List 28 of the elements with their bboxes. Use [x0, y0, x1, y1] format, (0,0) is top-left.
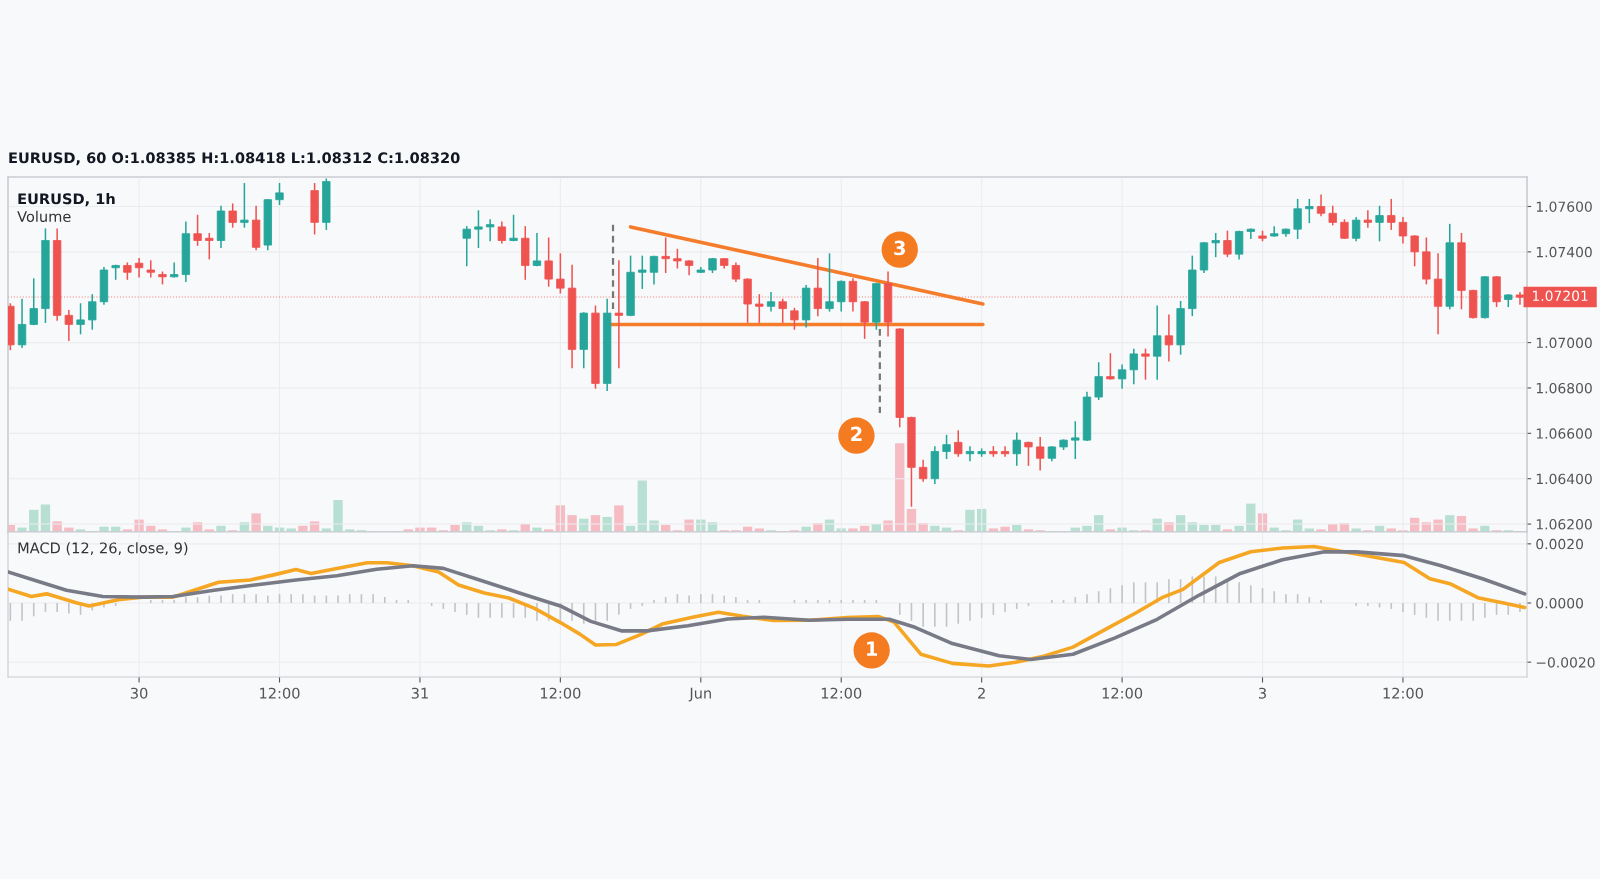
y-tick-label: 0.0020 [1536, 538, 1584, 550]
y-tick-label: 1.07000 [1536, 337, 1592, 349]
x-tick-label: 12:00 [260, 687, 300, 699]
annotation: EURUSD, 1h [18, 192, 115, 207]
y-tick-label: 1.06400 [1536, 473, 1592, 485]
x-tick-label: Jun [688, 687, 711, 702]
annotation: 2 [851, 426, 862, 441]
y-tick-label: 1.06600 [1536, 428, 1592, 439]
y-tick-label: −0.0020 [1536, 657, 1595, 668]
annotation: 1 [867, 641, 878, 656]
ref-line-label: 1.07201 [1532, 290, 1588, 302]
y-tick-label: 1.06200 [1536, 519, 1592, 530]
annotation: 3 [894, 240, 905, 256]
x-tick-label: 12:00 [540, 687, 581, 699]
y-tick-label: 0.0000 [1536, 597, 1584, 609]
text: MACD (12, 26, close, 9) [18, 542, 188, 556]
x-tick-label: 31 [411, 687, 428, 699]
x-tick-label: 3 [1258, 687, 1266, 699]
x-tick-label: 30 [130, 687, 148, 699]
chart-title: EURUSD, 60 O:1.08385 H:1.08418 L:1.08312 C:1.08320 [9, 152, 460, 166]
x-tick-label: 12:00 [1102, 687, 1143, 699]
x-tick-label: 12:00 [821, 687, 862, 699]
y-tick-label: 1.06800 [1536, 382, 1592, 394]
y-tick-label: 1.07400 [1536, 246, 1592, 258]
y-tick-label: 1.07600 [1536, 201, 1592, 212]
chart-title: Volume [17, 210, 71, 223]
x-tick-label: 2 [978, 687, 985, 699]
x-tick-label: 12:00 [1383, 687, 1423, 699]
